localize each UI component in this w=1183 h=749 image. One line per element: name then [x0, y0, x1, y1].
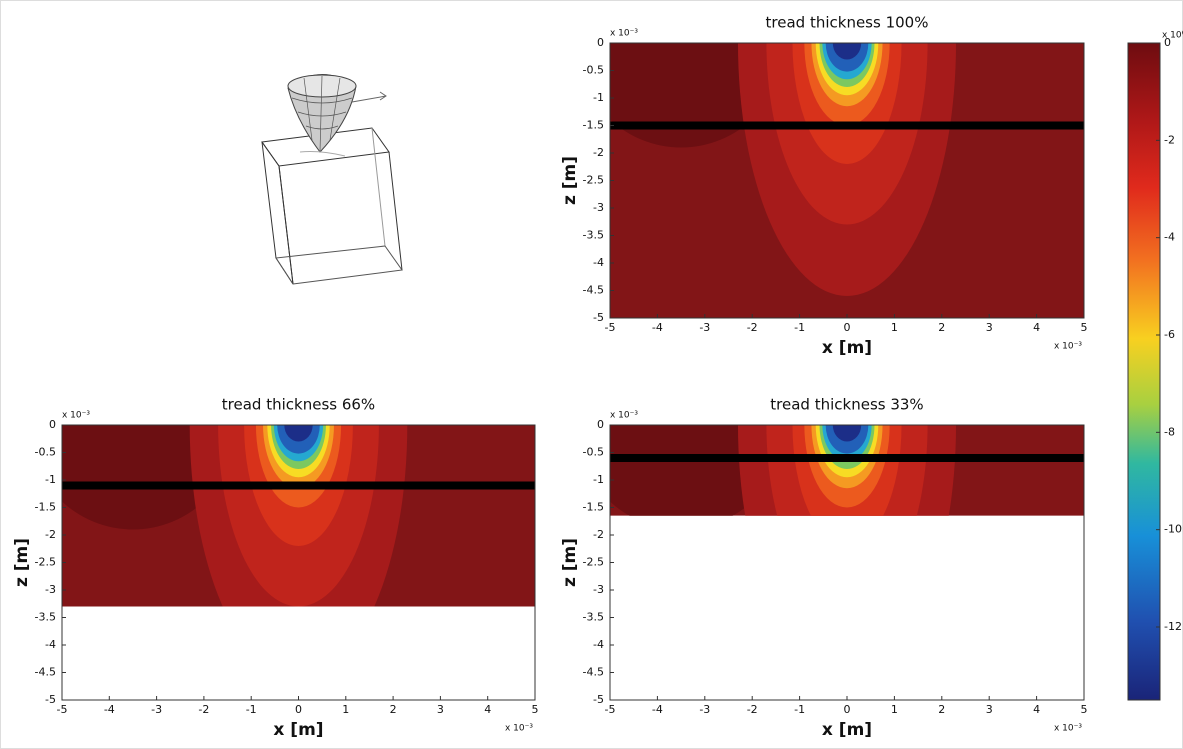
- y-tick-label: -5: [45, 693, 56, 706]
- x-tick-label: -1: [246, 703, 257, 716]
- x-tick-label: -5: [605, 703, 616, 716]
- colorbar-tick-label: -6: [1164, 328, 1175, 341]
- y-tick-label: -1.5: [583, 501, 604, 514]
- x-tick-label: 3: [986, 703, 993, 716]
- x-tick-label: 1: [891, 703, 898, 716]
- y-tick-label: -2: [593, 528, 604, 541]
- y-tick-label: -0.5: [583, 446, 604, 459]
- chart-title: tread thickness 100%: [766, 14, 929, 32]
- schematic: [261, 74, 403, 285]
- y-tick-label: -3.5: [583, 229, 604, 242]
- y-tick-label: -4.5: [583, 666, 604, 679]
- x-axis-label: x [m]: [822, 720, 872, 740]
- y-tick-label: 0: [49, 418, 56, 431]
- y-tick-label: -3.5: [35, 611, 56, 624]
- y-tick-label: -3: [593, 201, 604, 214]
- y-tick-label: -5: [593, 311, 604, 324]
- x-tick-label: 2: [938, 321, 945, 334]
- x-tick-label: 2: [938, 703, 945, 716]
- x-tick-label: -2: [747, 703, 758, 716]
- y-tick-label: -3: [45, 583, 56, 596]
- x-tick-label: -2: [198, 703, 209, 716]
- x-tick-label: -4: [652, 703, 663, 716]
- y-tick-label: -4: [593, 638, 604, 651]
- colorbar-tick-label: -10: [1164, 523, 1182, 536]
- y-tick-label: -3: [593, 583, 604, 596]
- x-axis-label: x [m]: [273, 720, 323, 740]
- y-scale: x 10⁻³: [610, 29, 638, 39]
- x-tick-label: -5: [57, 703, 68, 716]
- x-scale: x 10⁻³: [1054, 724, 1082, 734]
- x-tick-label: -3: [699, 703, 710, 716]
- x-tick-label: 5: [532, 703, 539, 716]
- y-tick-label: -1.5: [35, 501, 56, 514]
- y-tick-label: -4.5: [583, 284, 604, 297]
- y-tick-label: 0: [597, 36, 604, 49]
- x-tick-label: -3: [699, 321, 710, 334]
- x-tick-label: 4: [1033, 703, 1040, 716]
- y-tick-label: -4: [45, 638, 56, 651]
- x-tick-label: 5: [1081, 703, 1088, 716]
- y-tick-label: -4.5: [35, 666, 56, 679]
- x-tick-label: -4: [652, 321, 663, 334]
- x-axis-label: x [m]: [822, 338, 872, 358]
- y-tick-label: -2.5: [583, 174, 604, 187]
- x-tick-label: -1: [794, 703, 805, 716]
- x-tick-label: 3: [437, 703, 444, 716]
- x-scale: x 10⁻³: [505, 724, 533, 734]
- x-tick-label: 1: [891, 321, 898, 334]
- y-tick-label: -1.5: [583, 119, 604, 132]
- y-axis-label: z [m]: [560, 538, 580, 587]
- chart-title: tread thickness 33%: [770, 396, 923, 414]
- x-tick-label: 4: [1033, 321, 1040, 334]
- x-tick-label: -3: [151, 703, 162, 716]
- x-tick-label: 0: [844, 321, 851, 334]
- colorbar-tick-label: -12: [1164, 620, 1182, 633]
- y-tick-label: -2: [45, 528, 56, 541]
- y-scale: x 10⁻³: [610, 411, 638, 421]
- x-tick-label: 4: [484, 703, 491, 716]
- y-tick-label: -5: [593, 693, 604, 706]
- y-tick-label: 0: [597, 418, 604, 431]
- colorbar-tick-label: -2: [1164, 133, 1175, 146]
- x-tick-label: 2: [390, 703, 397, 716]
- y-axis-label: z [m]: [560, 156, 580, 205]
- x-tick-label: 0: [844, 703, 851, 716]
- y-tick-label: -2.5: [35, 556, 56, 569]
- field-band: [284, 425, 313, 442]
- y-tick-label: -3.5: [583, 611, 604, 624]
- y-tick-label: -2.5: [583, 556, 604, 569]
- x-tick-label: -4: [104, 703, 115, 716]
- x-tick-label: 5: [1081, 321, 1088, 334]
- x-tick-label: 3: [986, 321, 993, 334]
- y-tick-label: -0.5: [35, 446, 56, 459]
- field: [610, 43, 1084, 318]
- field: [610, 425, 1084, 516]
- field-band: [832, 425, 862, 442]
- y-tick-label: -1: [593, 473, 604, 486]
- colorbar-tick-label: -8: [1164, 425, 1175, 438]
- field-band: [832, 43, 862, 60]
- x-tick-label: 1: [342, 703, 349, 716]
- y-tick-label: -1: [593, 91, 604, 104]
- y-tick-label: -0.5: [583, 64, 604, 77]
- x-scale: x 10⁻³: [1054, 342, 1082, 352]
- y-tick-label: -1: [45, 473, 56, 486]
- y-scale: x 10⁻³: [62, 411, 90, 421]
- colorbar: [1127, 42, 1161, 701]
- x-tick-label: -2: [747, 321, 758, 334]
- colorbar-tick-label: 0: [1164, 36, 1171, 49]
- y-tick-label: -4: [593, 256, 604, 269]
- y-tick-label: -2: [593, 146, 604, 159]
- x-tick-label: 0: [295, 703, 302, 716]
- x-tick-label: -5: [605, 321, 616, 334]
- colorbar-tick-label: -4: [1164, 231, 1175, 244]
- colorbar-scale: x 10⁶: [1162, 31, 1183, 41]
- chart-title: tread thickness 66%: [222, 396, 375, 414]
- y-axis-label: z [m]: [12, 538, 32, 587]
- x-tick-label: -1: [794, 321, 805, 334]
